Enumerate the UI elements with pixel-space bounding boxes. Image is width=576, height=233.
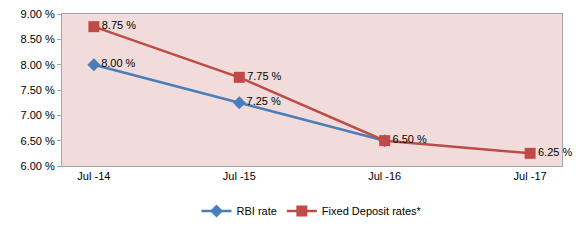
svg-text:Jul -15: Jul -15 [223,170,256,182]
svg-text:Jul -17: Jul -17 [514,170,547,182]
svg-text:Jul -16: Jul -16 [368,170,401,182]
svg-text:Fixed Deposit rates*: Fixed Deposit rates* [322,205,422,217]
svg-text:7.75 %: 7.75 % [247,70,281,82]
svg-text:7.00 %: 7.00 % [21,109,55,121]
svg-text:6.00 %: 6.00 % [21,160,55,172]
svg-text:7.50 %: 7.50 % [21,84,55,96]
svg-text:8.50 %: 8.50 % [21,33,55,45]
svg-text:6.25 %: 6.25 % [538,146,572,158]
svg-text:6.50 %: 6.50 % [21,135,55,147]
svg-text:8.75 %: 8.75 % [102,19,136,31]
svg-text:8.00 %: 8.00 % [21,59,55,71]
svg-text:8.00 %: 8.00 % [101,57,135,69]
svg-text:6.50 %: 6.50 % [393,133,427,145]
svg-text:9.00 %: 9.00 % [21,8,55,20]
svg-text:RBI rate: RBI rate [237,205,277,217]
svg-text:Jul -14: Jul -14 [77,170,110,182]
svg-text:7.25 %: 7.25 % [247,95,281,107]
